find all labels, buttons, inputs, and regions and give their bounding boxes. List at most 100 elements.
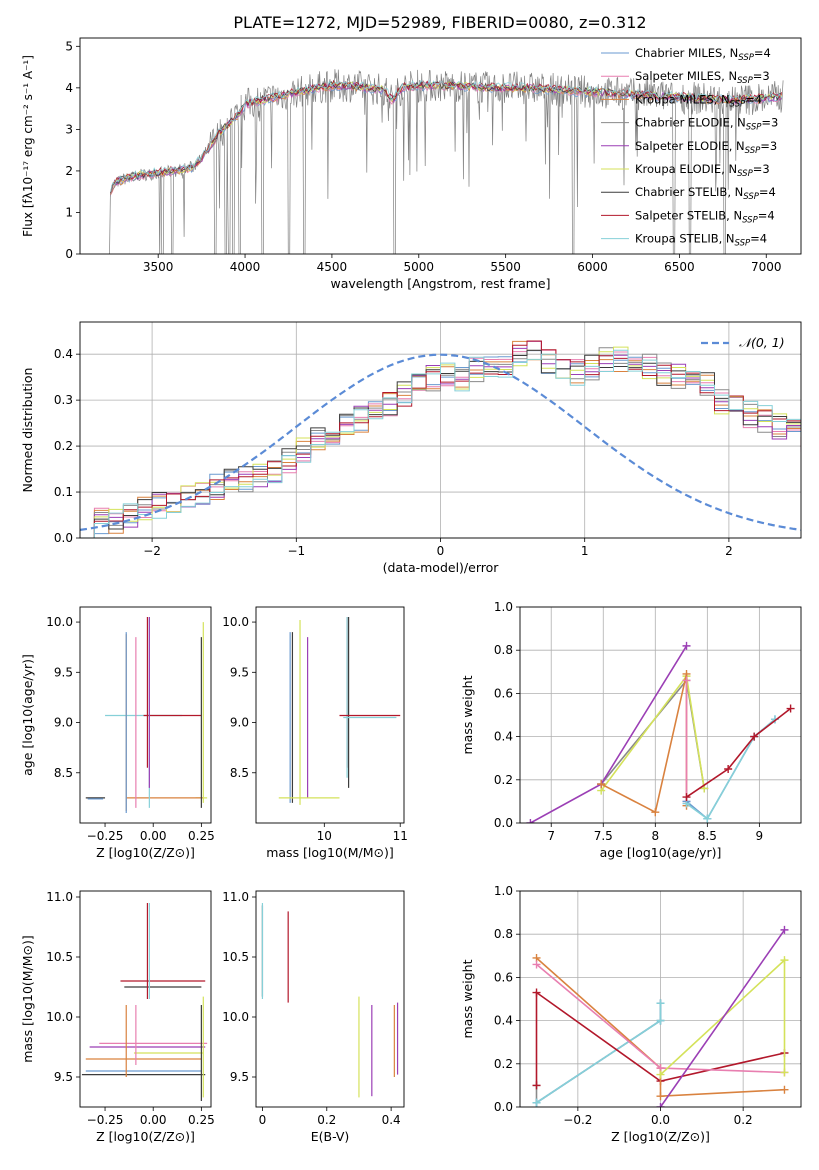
y-tick-label: 0.2 <box>494 773 513 787</box>
y-tick-label: 11.0 <box>222 890 249 904</box>
y-tick-label: 0.2 <box>54 439 73 453</box>
y-tick-label: 9.0 <box>230 716 249 730</box>
histogram-step-line <box>80 340 801 538</box>
x-tick-label: 0.4 <box>382 1113 401 1127</box>
legend-label: Chabrier ELODIE, NSSP=3 <box>635 116 778 133</box>
legend-label-sub: SSP <box>746 123 762 133</box>
x-axis-label: E(B-V) <box>311 1129 350 1144</box>
panel-age_vs_Z: −0.25 0.00 0.25 8.5 9.0 9.5 10.0 Z [log10(Z/Z⊙)… <box>20 606 215 860</box>
plot-area <box>85 617 208 813</box>
y-tick-label: 1.0 <box>494 600 513 614</box>
x-tick-label: 0.25 <box>188 829 215 843</box>
legend-label-suffix: =4 <box>745 92 762 106</box>
legend-label-suffix: =4 <box>750 232 767 246</box>
panel-spectrum: 3500 4000 4500 5000 5500 6000 6500 7000 0 1 2 3 4 5 wa… <box>21 37 802 291</box>
y-tick-label: 0.4 <box>54 347 73 361</box>
x-tick-label: 0.00 <box>140 1113 167 1127</box>
y-tick-label: 0.0 <box>494 816 513 830</box>
histogram-legend: 𝒩(0, 1) <box>701 335 785 350</box>
series-marker <box>532 1098 541 1107</box>
y-tick-label: 10.5 <box>222 950 249 964</box>
legend-label: Kroupa MILES, NSSP=4 <box>635 92 762 109</box>
axes-frame <box>255 606 405 824</box>
legend-label: 𝒩(0, 1) <box>739 335 785 350</box>
histogram-step-line <box>80 340 801 538</box>
series-marker <box>656 999 665 1008</box>
legend-label-suffix: =4 <box>758 208 775 222</box>
y-tick-label: 0.0 <box>54 531 73 545</box>
y-tick-label: 10.0 <box>46 1010 73 1024</box>
axis-ticks: 0 0.2 0.4 9.5 10.0 10.5 11.0 <box>222 890 400 1127</box>
y-tick-label: 0.2 <box>494 1057 513 1071</box>
series-kroupa-elodie <box>597 672 709 795</box>
legend-label-suffix: =3 <box>760 139 777 153</box>
x-tick-label: 8 <box>651 829 659 843</box>
x-tick-label: 0.2 <box>317 1113 336 1127</box>
x-axis-label: Z [log10(Z/Z⊙)] <box>96 1129 195 1144</box>
y-tick-label: 0.0 <box>494 1100 513 1114</box>
series-marker <box>724 765 733 773</box>
y-tick-label: 10.0 <box>46 615 73 629</box>
series-marker <box>780 1085 789 1094</box>
series-marker <box>597 780 606 789</box>
plot-area <box>532 925 789 1107</box>
legend-label-sub: SSP <box>730 99 746 109</box>
axis-ticks: 3500 4000 4500 5000 5500 6000 6500 7000 0 1 2 3 4 5 <box>65 39 781 274</box>
x-axis-label: Z [log10(Z/Z⊙)] <box>611 1129 710 1144</box>
legend-label-sub: SSP <box>745 146 761 156</box>
legend-label: Chabrier STELIB, NSSP=4 <box>635 185 776 202</box>
y-tick-label: 8.5 <box>230 766 249 780</box>
axes-frame <box>79 37 802 255</box>
y-tick-label: 4 <box>65 81 73 95</box>
legend-label-main: Chabrier MILES, N <box>635 46 738 60</box>
legend-label-suffix: =3 <box>753 162 770 176</box>
series-salpeter-stelib <box>682 704 795 802</box>
legend-label: Salpeter MILES, NSSP=3 <box>635 69 770 86</box>
x-tick-label: −0.2 <box>563 1113 592 1127</box>
y-tick-label: 1 <box>65 205 73 219</box>
legend-label: Kroupa ELODIE, NSSP=3 <box>635 162 770 179</box>
series-line <box>600 678 705 789</box>
y-tick-label: 9.5 <box>230 665 249 679</box>
plot-area <box>526 641 795 823</box>
legend-label: Kroupa STELIB, NSSP=4 <box>635 232 767 249</box>
y-tick-label: 9.5 <box>54 1070 73 1084</box>
axis-ticks: 10 11 8.5 9.0 9.5 10.0 <box>222 615 408 843</box>
y-tick-label: 0.3 <box>54 393 73 407</box>
axes-frame <box>519 606 802 824</box>
y-axis-label: Normed distribution <box>20 368 35 493</box>
y-axis-label: mass weight <box>460 675 475 754</box>
y-tick-label: 0.6 <box>494 970 513 984</box>
legend-label-sub: SSP <box>737 169 753 179</box>
y-tick-label: 0.4 <box>494 1014 513 1028</box>
series-marker <box>786 704 795 713</box>
x-tick-label: 0 <box>259 1113 267 1127</box>
panel-mass_vs_ebv: 0 0.2 0.4 9.5 10.0 10.5 11.0 E(B-V) <box>222 890 405 1144</box>
panel-residual_histogram: −2 −1 0 1 2 0.0 0.1 0.2 0.3 0.4 (data-model)/error… <box>20 321 802 575</box>
x-tick-label: −0.25 <box>87 829 124 843</box>
x-axis-label: Z [log10(Z/Z⊙)] <box>96 845 195 860</box>
series-marker <box>532 1081 541 1090</box>
axes-frame <box>79 606 212 824</box>
axis-ticks: −0.2 0.0 0.2 0.0 0.2 0.4 0.6 0.8 1.0 <box>494 884 753 1127</box>
series-marker <box>651 808 660 817</box>
x-tick-label: 0.00 <box>140 829 167 843</box>
series-marker <box>532 988 541 997</box>
plot-area <box>278 617 401 805</box>
axes-frame <box>79 890 212 1108</box>
legend-label-suffix: =4 <box>754 46 771 60</box>
series-salpeter-elodie <box>656 925 789 1107</box>
histogram-step-line <box>80 340 801 538</box>
x-tick-label: 0.2 <box>734 1113 753 1127</box>
x-tick-label: 7 <box>547 829 555 843</box>
y-tick-label: 3 <box>65 122 73 136</box>
y-axis-label: Flux [fλ10⁻¹⁷ erg cm⁻² s⁻¹ A⁻¹] <box>21 55 35 237</box>
x-tick-label: −2 <box>143 544 161 558</box>
y-tick-label: 0.6 <box>494 686 513 700</box>
series-marker <box>682 641 691 650</box>
series-marker <box>750 732 759 741</box>
plot-area <box>81 903 208 1101</box>
legend-label-sub: SSP <box>735 239 751 249</box>
series-line <box>530 645 688 823</box>
